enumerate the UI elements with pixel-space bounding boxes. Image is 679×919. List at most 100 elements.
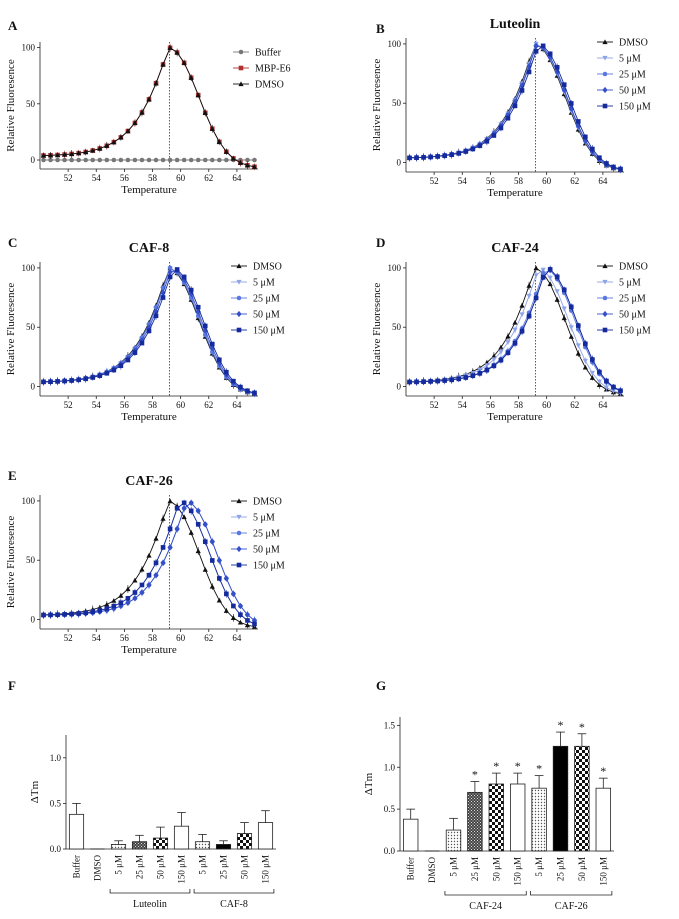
y-tick-label: 0.0 [384,846,396,856]
legend-label: 5 μM [619,278,641,289]
x-tick-label: 62 [204,400,213,410]
data-point [251,164,258,169]
data-point [463,149,469,154]
data-point [160,516,166,521]
data-point [62,612,67,617]
x-tick-label: 150 μM [513,857,523,886]
data-point [230,615,236,620]
data-point [41,379,46,385]
data-point [167,268,173,276]
data-point [456,151,462,156]
data-point [407,379,412,385]
x-tick-label: 64 [598,176,608,186]
significance-star: * [536,762,542,776]
legend-marker [602,279,608,285]
data-point [153,572,159,579]
data-point [41,157,46,163]
x-tick-label: 58 [148,173,158,183]
data-point [428,154,433,160]
bar [595,787,611,852]
bar [131,841,148,850]
legend-marker [236,279,242,285]
data-point [209,558,215,563]
data-point [505,340,511,345]
x-tick-label: 56 [120,400,130,410]
significance-star: * [493,759,499,773]
data-point [167,45,173,50]
x-tick-label: 50 μM [577,857,587,881]
legend-label: 25 μM [253,294,280,305]
data-point [224,157,229,163]
legend-label: 25 μM [619,294,646,305]
data-point [230,590,236,598]
data-point [48,379,53,384]
data-point [449,152,455,158]
x-tick-label: 56 [486,400,496,410]
legend-marker [236,530,242,536]
data-point [442,378,447,383]
x-tick-label: 52 [64,633,73,643]
bar [173,825,190,850]
significance-star: * [515,759,521,773]
legend-marker [238,81,244,87]
x-tick-label: 64 [232,400,242,410]
legend-label: 5 μM [619,54,641,65]
data-point [97,373,103,378]
y-tick-label: 0.5 [50,798,62,808]
data-point [104,370,110,376]
x-tick-label: 56 [120,173,130,183]
y-axis-label: Relative Fluoresence [371,59,383,152]
chart-title: CAF-26 [125,474,172,489]
data-point [561,306,567,312]
data-point [498,125,504,131]
y-tick-label: 0.5 [384,804,396,814]
y-tick-label: 100 [388,263,402,273]
data-point [618,388,623,393]
data-point [554,65,560,70]
data-point [132,595,138,602]
data-point [139,109,145,115]
significance-star: * [472,767,478,781]
data-point [48,157,53,163]
y-tick-label: 100 [22,496,36,506]
data-point [252,621,257,627]
data-point [195,522,201,527]
data-point [223,608,229,613]
data-point [238,384,243,390]
data-point [90,157,96,163]
data-point [484,139,490,144]
data-point [111,139,117,145]
data-point [111,603,117,609]
data-point [132,120,138,126]
data-point [526,293,532,299]
data-point [505,333,511,339]
data-point [125,586,131,592]
data-point [604,378,609,384]
y-tick-label: 0 [31,155,36,165]
data-point [435,378,440,384]
data-point [596,379,602,385]
data-point [484,367,490,373]
data-point [202,323,208,329]
x-tick-label: 62 [204,173,213,183]
chart-panel-G: G 0.0 0.5 1.0 1.5 ΔTm Buffer DMSO 5 μM * 25 μM * 50 … [363,678,614,912]
data-point [547,267,553,272]
data-point [216,557,222,564]
x-axis-label: Temperature [121,184,177,196]
x-tick-label: Buffer [406,857,416,880]
data-point [54,152,61,158]
data-point [547,51,553,57]
data-point [583,341,588,347]
data-point [139,582,145,588]
data-point [188,508,194,514]
data-point [174,525,180,533]
chart-title: Luteolin [490,17,541,32]
data-point [519,328,525,334]
data-point [526,313,532,319]
data-point [526,69,532,75]
data-point [146,96,152,102]
data-point [231,603,236,609]
data-point [533,295,539,301]
x-tick-label: 52 [430,400,439,410]
x-tick-label: 150 μM [177,855,187,884]
